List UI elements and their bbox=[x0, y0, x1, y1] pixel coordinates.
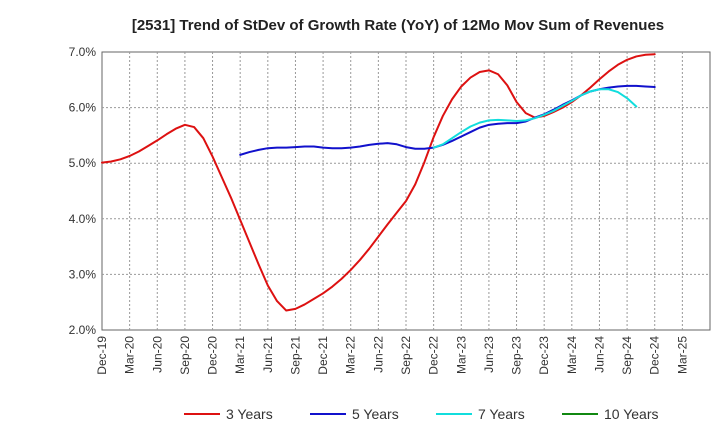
x-tick-label: Jun-24 bbox=[592, 336, 606, 373]
plot-area bbox=[101, 51, 711, 331]
chart-title: [2531] Trend of StDev of Growth Rate (Yo… bbox=[132, 17, 664, 34]
legend-label-7-years: 7 Years bbox=[478, 406, 525, 422]
x-tick-label: Dec-20 bbox=[206, 336, 220, 375]
series-lines bbox=[101, 53, 656, 312]
y-tick-label: 3.0% bbox=[69, 267, 97, 281]
x-tick-label: Mar-22 bbox=[344, 336, 358, 374]
x-tick-label: Jun-23 bbox=[482, 336, 496, 373]
x-tick-label: Mar-23 bbox=[454, 336, 468, 374]
x-tick-label: Sep-24 bbox=[620, 336, 634, 375]
legend: 3 Years 5 Years 7 Years 10 Years bbox=[184, 406, 659, 422]
x-tick-label: Dec-21 bbox=[316, 336, 330, 375]
grid-lines bbox=[102, 52, 710, 330]
x-axis-ticks: Dec-19 Mar-20 Jun-20 Sep-20 Dec-20 Mar-21 Jun-… bbox=[95, 336, 689, 375]
series-line-3-years bbox=[101, 53, 656, 312]
x-tick-label: Sep-20 bbox=[178, 336, 192, 375]
x-tick-label: Dec-22 bbox=[427, 336, 441, 375]
x-tick-label: Sep-22 bbox=[399, 336, 413, 375]
y-tick-label: 5.0% bbox=[69, 156, 97, 170]
y-tick-label: 4.0% bbox=[69, 212, 97, 226]
legend-label-5-years: 5 Years bbox=[352, 406, 399, 422]
legend-label-10-years: 10 Years bbox=[604, 406, 659, 422]
x-tick-label: Dec-24 bbox=[648, 336, 662, 375]
x-tick-label: Dec-23 bbox=[537, 336, 551, 375]
x-tick-label: Sep-21 bbox=[288, 336, 302, 375]
y-tick-label: 7.0% bbox=[69, 45, 97, 59]
y-tick-label: 6.0% bbox=[69, 101, 97, 115]
x-tick-label: Mar-25 bbox=[675, 336, 689, 374]
y-tick-label: 2.0% bbox=[69, 323, 97, 337]
x-tick-label: Jun-22 bbox=[371, 336, 385, 373]
x-tick-label: Mar-20 bbox=[123, 336, 137, 374]
x-tick-label: Mar-24 bbox=[565, 336, 579, 374]
x-tick-label: Jun-21 bbox=[261, 336, 275, 373]
series-line-7-years bbox=[432, 88, 638, 149]
x-tick-label: Mar-21 bbox=[233, 336, 247, 374]
y-axis-ticks: 2.0% 3.0% 4.0% 5.0% 6.0% 7.0% bbox=[69, 45, 97, 337]
legend-label-3-years: 3 Years bbox=[226, 406, 273, 422]
x-tick-label: Jun-20 bbox=[150, 336, 164, 373]
x-tick-label: Dec-19 bbox=[95, 336, 109, 375]
x-tick-label: Sep-23 bbox=[510, 336, 524, 375]
